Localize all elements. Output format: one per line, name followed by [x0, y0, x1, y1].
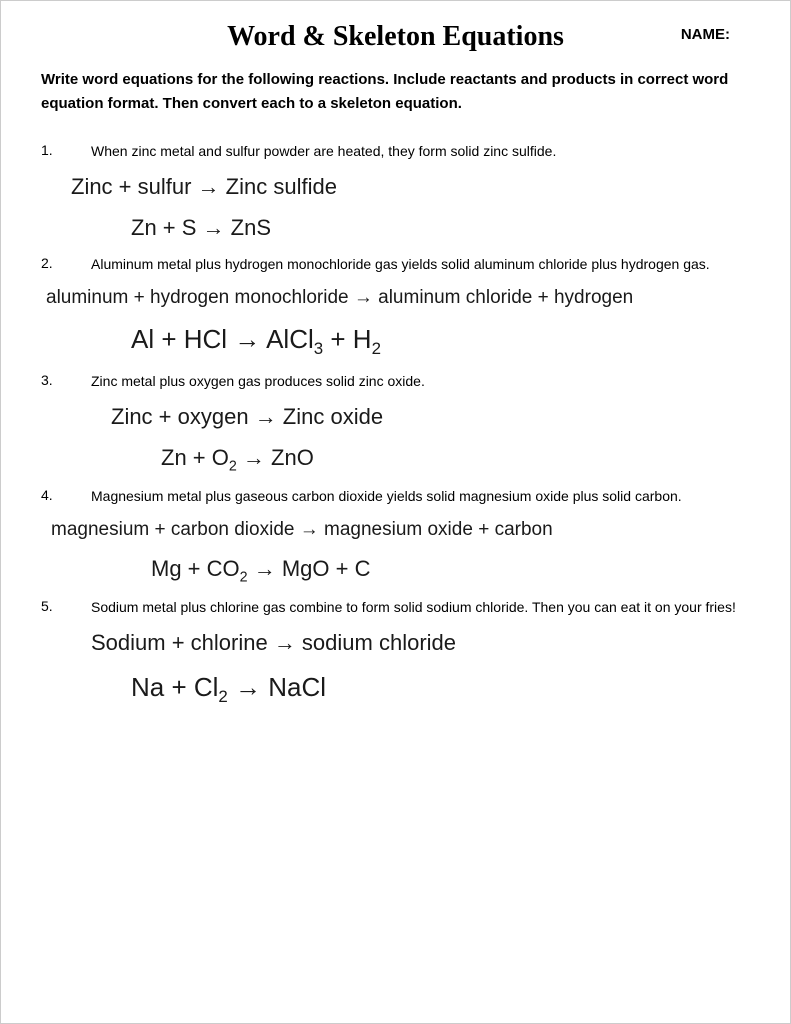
- word-equation: Zinc + sulfur → Zinc sulfide: [41, 172, 750, 203]
- skeleton-equation: Zn + O2 → ZnO: [41, 443, 750, 476]
- problem-2: 2. Aluminum metal plus hydrogen monochlo…: [31, 254, 760, 361]
- problem-number: 3.: [41, 372, 61, 388]
- name-label: NAME:: [681, 26, 730, 43]
- word-equation: aluminum + hydrogen monochloride → alumi…: [41, 285, 750, 312]
- skeleton-equation: Al + HCl → AlCl3 + H2: [41, 321, 750, 361]
- instructions-text: Write word equations for the following r…: [31, 68, 760, 116]
- word-equation: Zinc + oxygen → Zinc oxide: [41, 402, 750, 433]
- problem-number: 2.: [41, 255, 61, 271]
- page-title: Word & Skeleton Equations: [227, 21, 564, 53]
- problem-text: Zinc metal plus oxygen gas produces soli…: [91, 371, 750, 392]
- word-equation: Sodium + chlorine → sodium chloride: [41, 628, 750, 659]
- problem-text: Magnesium metal plus gaseous carbon diox…: [91, 486, 750, 507]
- problem-5: 5. Sodium metal plus chlorine gas combin…: [31, 597, 760, 709]
- problem-3: 3. Zinc metal plus oxygen gas produces s…: [31, 371, 760, 476]
- problem-number: 4.: [41, 487, 61, 503]
- problem-text: When zinc metal and sulfur powder are he…: [91, 141, 750, 162]
- problem-4: 4. Magnesium metal plus gaseous carbon d…: [31, 486, 760, 587]
- skeleton-equation: Zn + S → ZnS: [41, 213, 750, 244]
- problem-number: 5.: [41, 598, 61, 614]
- skeleton-equation: Mg + CO2 → MgO + C: [41, 554, 750, 587]
- skeleton-equation: Na + Cl2 → NaCl: [41, 669, 750, 709]
- problem-number: 1.: [41, 142, 61, 158]
- problem-text: Sodium metal plus chlorine gas combine t…: [91, 597, 750, 618]
- word-equation: magnesium + carbon dioxide → magnesium o…: [41, 517, 750, 544]
- problem-1: 1. When zinc metal and sulfur powder are…: [31, 141, 760, 244]
- problem-text: Aluminum metal plus hydrogen monochlorid…: [91, 254, 750, 275]
